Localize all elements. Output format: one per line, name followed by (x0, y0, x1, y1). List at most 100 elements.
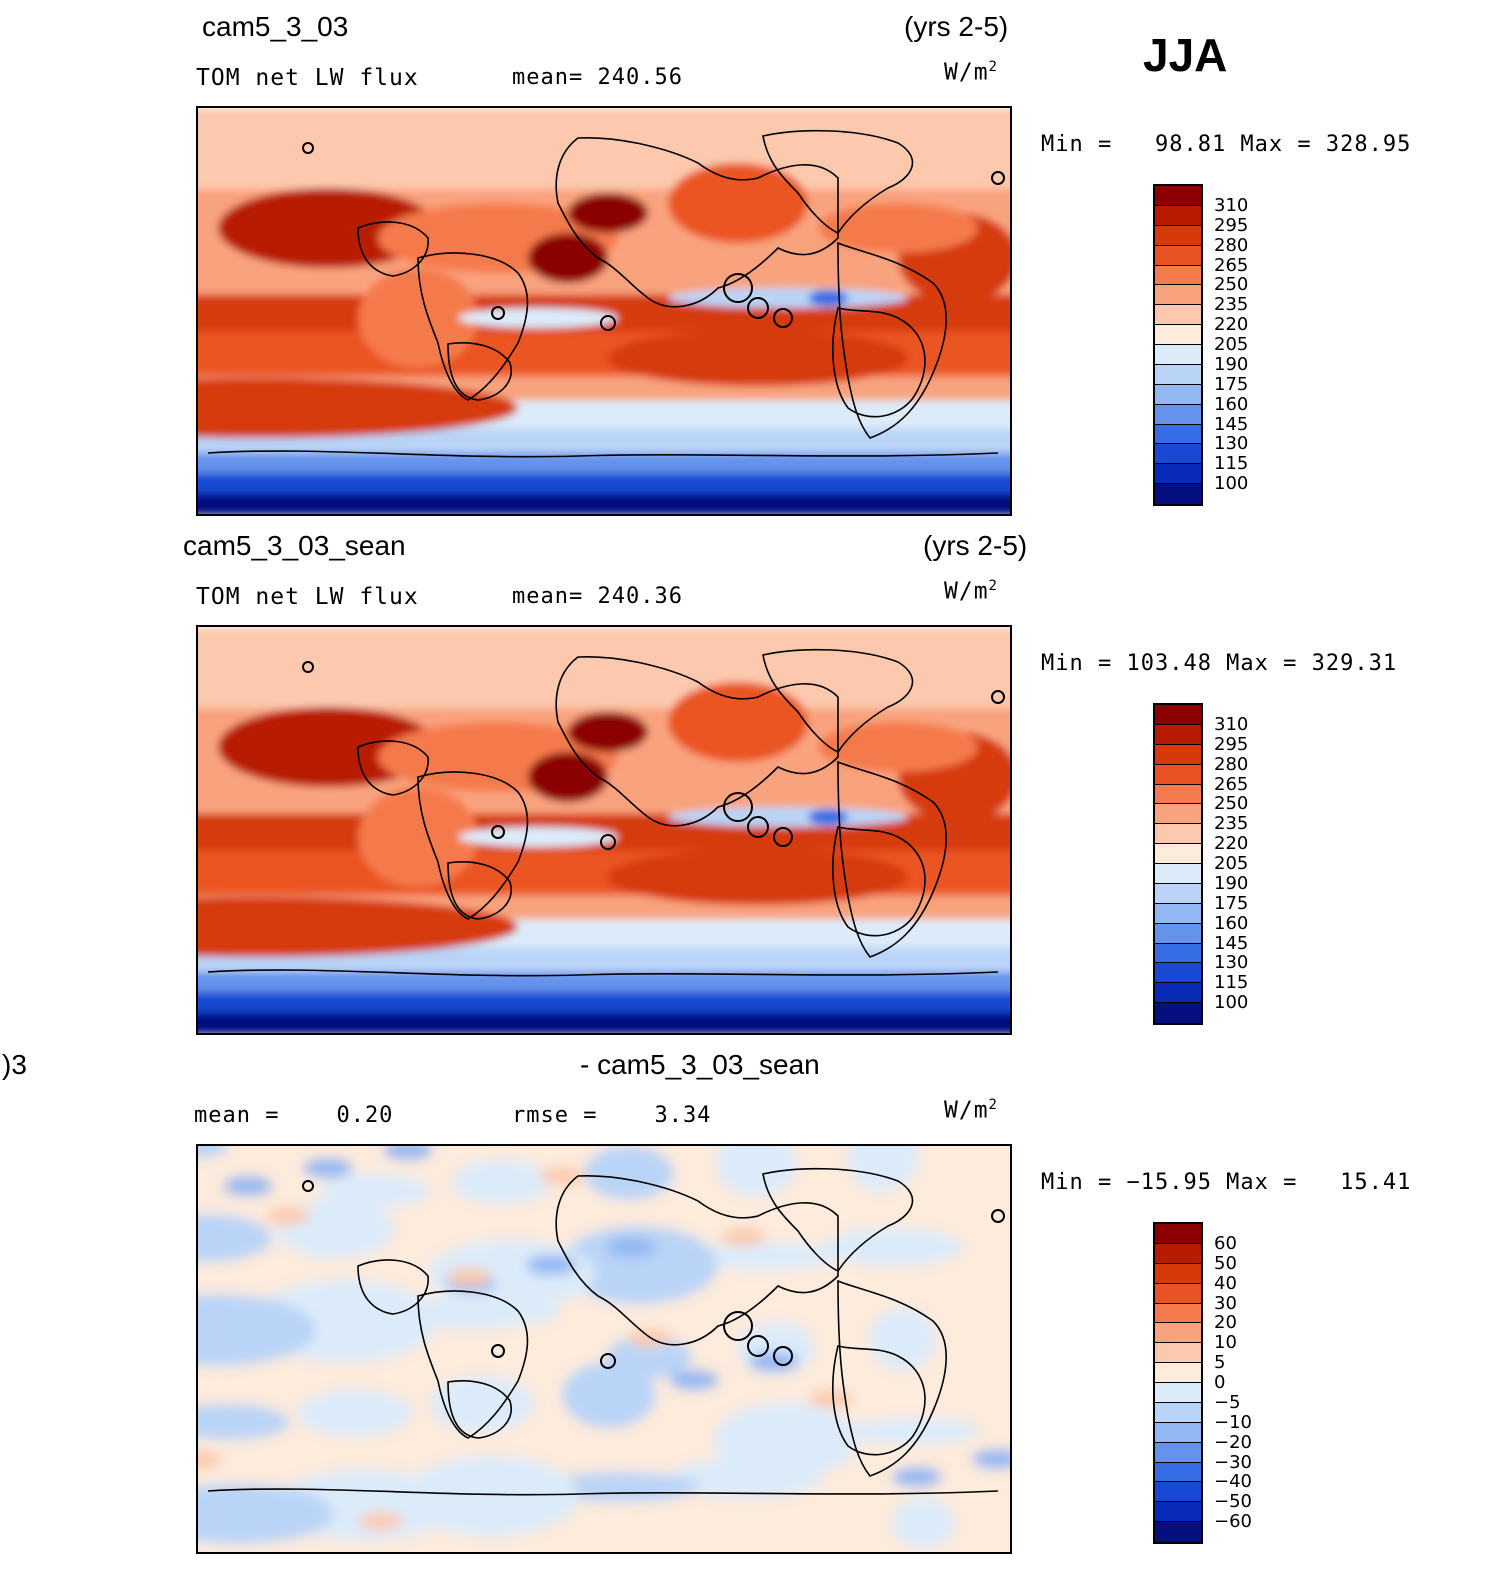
colorbar-box (1155, 225, 1201, 246)
season-label: JJA (1143, 29, 1228, 81)
colorbar-box (1155, 705, 1201, 725)
colorbar-box (1155, 205, 1201, 226)
panel-2-units: W/m2 (944, 578, 998, 605)
panel-2-mean: mean= 240.36 (512, 584, 683, 609)
colorbar-tick-label: 10 (1214, 1332, 1237, 1354)
colorbar-tick-label: 280 (1214, 234, 1249, 256)
colorbar-box (1155, 1224, 1201, 1244)
colorbar-box (1155, 364, 1201, 385)
colorbar-tick-label: 265 (1214, 254, 1249, 276)
panel-1-years: (yrs 2-5) (904, 11, 1009, 42)
coastline (832, 1345, 926, 1456)
colorbar-tick-label: 160 (1214, 393, 1249, 415)
colorbar-box (1155, 424, 1201, 445)
colorbar-box (1155, 983, 1201, 1004)
coastline (207, 450, 999, 458)
coastline (837, 241, 947, 439)
colorbar-tick-label: 220 (1214, 833, 1249, 855)
colorbar-box (1155, 923, 1201, 944)
colorbar-tick-label: 30 (1214, 1292, 1237, 1314)
colorbar-box (1155, 1402, 1201, 1423)
colorbar-box (1155, 305, 1201, 326)
panel-2-case-name: cam5_3_03_sean (183, 530, 406, 561)
colorbar-tick-label: −10 (1214, 1411, 1252, 1433)
colorbar-box (1155, 883, 1201, 904)
coastline (832, 307, 926, 418)
colorbar-box (1155, 1323, 1201, 1344)
colorbar-tick-label: 115 (1214, 972, 1249, 994)
coastline (837, 1279, 947, 1477)
colorbar-box (1155, 285, 1201, 306)
colorbar-box (1155, 943, 1201, 964)
colorbar-tick-label: 205 (1214, 334, 1249, 355)
coastline (417, 1290, 529, 1439)
colorbar-box (1155, 824, 1201, 845)
colorbar-tick-label: 130 (1214, 952, 1249, 974)
panel-1-colorbar (1153, 184, 1203, 506)
colorbar-tick-label: 265 (1214, 773, 1249, 795)
colorbar-tick-label: 235 (1214, 294, 1249, 316)
colorbar-tick-label: 190 (1214, 872, 1249, 894)
colorbar-tick-label: 280 (1214, 753, 1249, 775)
panel-3-minmax: Min = −15.95 Max = 15.41 (1041, 1170, 1412, 1195)
colorbar-box (1155, 464, 1201, 485)
panel-2-variable: TOM net LW flux (196, 584, 419, 610)
panel-1-minmax: Min = 98.81 Max = 328.95 (1041, 132, 1412, 157)
colorbar-tick-label: 20 (1214, 1312, 1237, 1334)
coastline (207, 969, 999, 977)
panel-3-map (196, 1144, 1012, 1554)
coastline (417, 771, 529, 920)
colorbar-tick-label: 175 (1214, 892, 1249, 914)
panel-3-case-name-left: )3 (2, 1049, 27, 1080)
coastline (555, 655, 839, 827)
colorbar-tick-label: 295 (1214, 214, 1249, 236)
colorbar-tick-label: 310 (1214, 194, 1249, 216)
colorbar-box (1155, 325, 1201, 345)
colorbar-box (1155, 844, 1201, 864)
colorbar-tick-label: 175 (1214, 373, 1249, 395)
coastline (762, 1167, 914, 1273)
panel-3-units: W/m2 (944, 1097, 998, 1124)
colorbar-tick-label: −5 (1214, 1391, 1241, 1413)
panel-3-rmse: rmse = 3.34 (512, 1103, 712, 1128)
panel-1-case-name: cam5_3_03 (202, 11, 349, 42)
coastline (447, 1380, 512, 1439)
colorbar-tick-label: 100 (1214, 992, 1249, 1014)
colorbar-tick-label: 115 (1214, 453, 1249, 475)
colorbar-tick-label: 295 (1214, 733, 1249, 755)
colorbar-tick-label: 5 (1214, 1352, 1226, 1374)
colorbar-box (1155, 1283, 1201, 1304)
colorbar-box (1155, 1502, 1201, 1523)
colorbar-box (1155, 404, 1201, 425)
colorbar-box (1155, 245, 1201, 266)
colorbar-tick-label: −20 (1214, 1431, 1252, 1453)
colorbar-box (1155, 265, 1201, 286)
colorbar-box (1155, 1003, 1201, 1023)
colorbar-tick-label: 0 (1214, 1372, 1226, 1393)
colorbar-box (1155, 903, 1201, 924)
colorbar-tick-label: 145 (1214, 932, 1249, 954)
panel-1-mean: mean= 240.56 (512, 65, 683, 90)
colorbar-box (1155, 1263, 1201, 1284)
colorbar-tick-label: 130 (1214, 433, 1249, 455)
colorbar-box (1155, 963, 1201, 984)
colorbar-box (1155, 1462, 1201, 1483)
colorbar-tick-label: 100 (1214, 473, 1249, 495)
colorbar-box (1155, 1522, 1201, 1542)
colorbar-tick-label: 60 (1214, 1232, 1237, 1254)
panel-2-years: (yrs 2-5) (923, 530, 1028, 561)
colorbar-box (1155, 744, 1201, 765)
colorbar-box (1155, 724, 1201, 745)
colorbar-tick-label: −50 (1214, 1491, 1252, 1513)
colorbar-box (1155, 864, 1201, 884)
colorbar-tick-label: 50 (1214, 1252, 1237, 1274)
coastline (447, 342, 512, 401)
colorbar-box (1155, 804, 1201, 825)
colorbar-tick-label: 40 (1214, 1272, 1237, 1294)
colorbar-tick-label: −30 (1214, 1451, 1252, 1473)
coastline (357, 1259, 429, 1315)
colorbar-box (1155, 384, 1201, 405)
colorbar-tick-label: 160 (1214, 912, 1249, 934)
coastline (207, 1488, 999, 1496)
colorbar-box (1155, 345, 1201, 365)
